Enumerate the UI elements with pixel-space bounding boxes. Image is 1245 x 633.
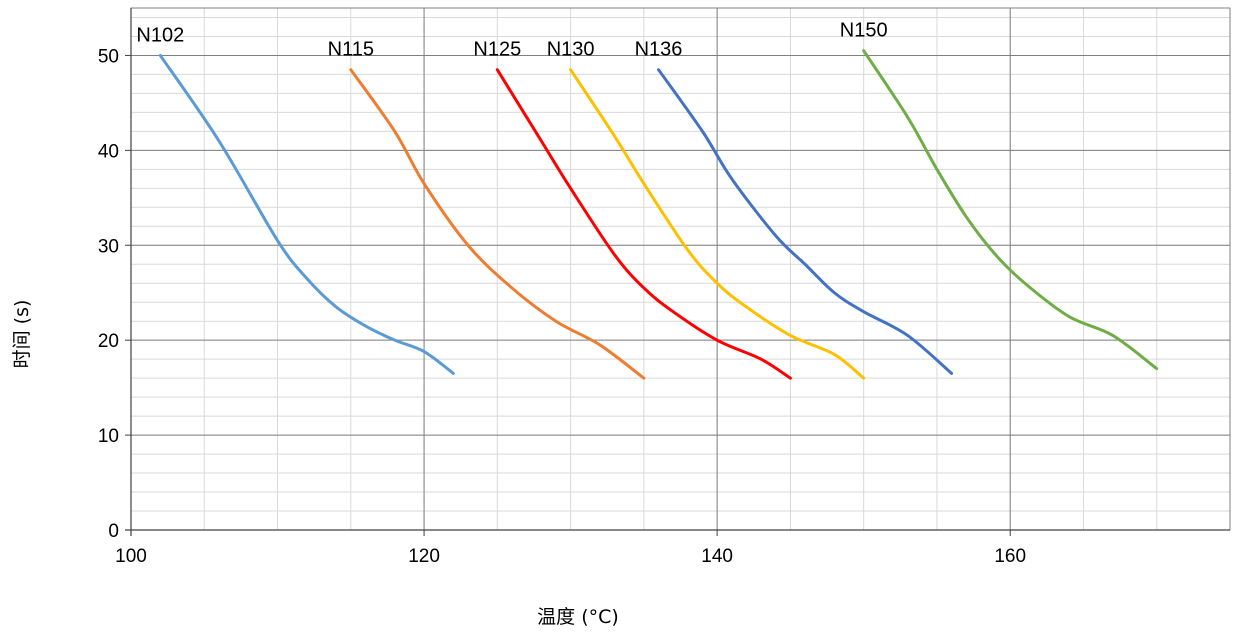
y-tick-label: 40 xyxy=(98,141,119,162)
x-tick-label: 120 xyxy=(408,546,440,567)
y-tick-label: 10 xyxy=(98,426,119,447)
axes xyxy=(125,7,1231,536)
series-line-n136 xyxy=(657,68,954,375)
series-line-n102 xyxy=(158,53,455,375)
series-label-n125: N125 xyxy=(473,39,521,61)
tick-labels: 0 10 20 30 40 50 100 120 140 160 xyxy=(98,46,1026,567)
series-line-n130 xyxy=(569,68,866,380)
x-tick-label: 140 xyxy=(701,546,733,567)
series-label-n102: N102 xyxy=(136,24,184,46)
x-tick-label: 100 xyxy=(115,546,147,567)
major-gridlines xyxy=(130,8,1230,531)
series-group xyxy=(158,49,1159,380)
series-label-n150: N150 xyxy=(840,20,888,42)
series-line-n115 xyxy=(349,68,646,380)
y-tick-label: 30 xyxy=(98,236,119,257)
minor-gridlines xyxy=(130,8,1231,531)
y-tick-label: 20 xyxy=(98,331,119,352)
series-label-n130: N130 xyxy=(547,39,595,61)
series-label-n115: N115 xyxy=(328,39,374,61)
plot-area-border xyxy=(130,7,1231,531)
series-labels: N102 N115 N125 N130 N136 N150 xyxy=(136,20,887,61)
y-tick-label: 50 xyxy=(98,46,119,67)
x-axis-title: 温度 (°C) xyxy=(537,606,619,628)
y-axis-title: 时间 (s) xyxy=(11,300,33,369)
y-tick-label: 0 xyxy=(108,521,119,542)
series-label-n136: N136 xyxy=(635,39,683,61)
x-tick-label: 160 xyxy=(994,546,1026,567)
series-line-n150 xyxy=(862,49,1159,371)
series-line-n125 xyxy=(495,68,792,380)
